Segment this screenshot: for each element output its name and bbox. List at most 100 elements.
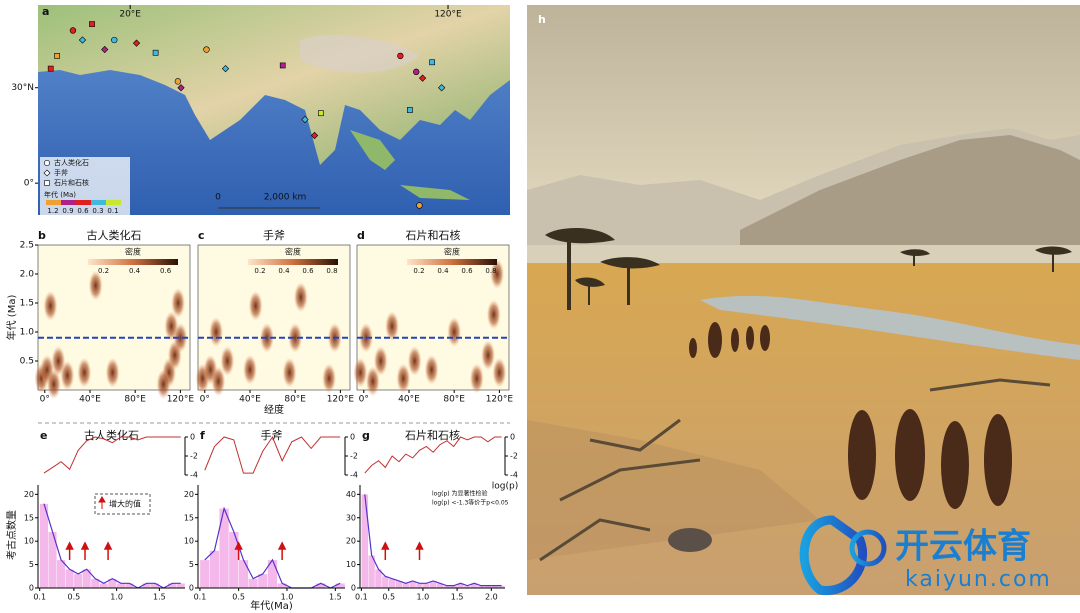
bar (238, 559, 249, 589)
colorbar-tick-label: 0.4 (278, 267, 290, 275)
note: log(p) <-1.3等价于p<0.05 (432, 499, 509, 507)
y-tick-label: 10 (24, 537, 34, 546)
increase-arrow (277, 541, 287, 560)
panel-title: 手斧 (261, 428, 283, 442)
panel-letter: g (362, 429, 370, 442)
legend-arrow (98, 496, 106, 509)
x-tick-label: 1.0 (110, 593, 123, 602)
bar (116, 583, 126, 589)
density-blob (293, 282, 308, 313)
bar (415, 583, 424, 589)
y-tick-label: 15 (184, 513, 194, 522)
panel-letter: e (40, 429, 47, 442)
density-blob (209, 317, 224, 347)
bar (167, 583, 177, 589)
density-blob (242, 354, 257, 385)
legend-label: 手斧 (54, 168, 68, 177)
x-tick-label: 2.0 (485, 593, 498, 602)
density-blob (486, 299, 501, 330)
bar (199, 559, 210, 589)
density-blob (220, 346, 235, 376)
site-marker (47, 65, 54, 72)
x-tick-label: 40°E (79, 395, 101, 405)
site-marker (54, 53, 60, 59)
scalebar-label: 0 (215, 193, 221, 203)
y2-tick-label: -2 (350, 452, 358, 461)
y2-tick-label: -2 (190, 452, 198, 461)
colorbar-tick-label: 0.8 (326, 267, 337, 275)
y-tick-label: 0 (351, 584, 356, 593)
y2-tick-label: -2 (510, 452, 518, 461)
y-tick-label: 2.0 (20, 270, 35, 280)
colorbar-tick-label: 0.2 (98, 267, 109, 275)
site-marker (407, 107, 413, 113)
panel-title: 石片和石核 (405, 428, 460, 442)
site-marker (413, 68, 420, 75)
panel-title: 古人类化石 (84, 428, 139, 442)
density-blob (322, 363, 337, 394)
bar (176, 583, 186, 589)
x-axis-label: 年代(Ma) (250, 599, 293, 612)
y-tick-label: 0 (29, 584, 34, 593)
y-tick-label: 1.0 (20, 328, 35, 338)
y2-axis-label: log(p) (492, 482, 518, 492)
density-blob (211, 366, 226, 397)
bar (402, 583, 410, 589)
y-tick-label: 10 (346, 560, 356, 569)
x-tick-label: 20°E (119, 10, 141, 20)
density-blob (282, 357, 297, 388)
scalebar-label: 2,000 km (264, 193, 307, 203)
bar (73, 573, 83, 589)
density-blob (88, 270, 103, 301)
y-tick-label: 20 (24, 490, 34, 499)
age-color (46, 200, 61, 205)
site-marker (44, 180, 50, 186)
site-marker (221, 65, 230, 73)
x-tick-label: 1.5 (329, 593, 342, 602)
site-marker (318, 110, 324, 117)
colorbar-tick-label: 0.6 (160, 267, 172, 275)
legend-label: 增大的值 (109, 499, 141, 509)
bar-outline (364, 494, 502, 587)
age-tick-label: 0.6 (77, 207, 89, 215)
logp-line (43, 436, 181, 474)
bar-outline (43, 503, 181, 589)
increase-arrow (103, 541, 113, 560)
x-tick-label: 0° (200, 395, 210, 405)
density-blob (424, 354, 439, 385)
age-tick-label: 1.2 (47, 207, 58, 215)
panel-letter: f (200, 429, 205, 442)
site-marker (203, 46, 210, 53)
x-tick-label: 1.5 (451, 593, 464, 602)
y2-tick-label: 0 (350, 433, 355, 442)
colorbar-tick-label: 0.6 (302, 267, 314, 275)
increase-arrow (65, 541, 74, 560)
colorbar-tick-label: 0.4 (129, 267, 141, 275)
y-tick-label: 0° (24, 179, 34, 189)
age-tick-label: 0.3 (92, 207, 103, 215)
bar (381, 576, 389, 589)
x-tick-label: 0.5 (232, 593, 245, 602)
x-tick-label: 80°E (124, 395, 146, 405)
y-tick-label: 20 (184, 490, 194, 499)
density-blob (490, 259, 505, 289)
density-blob (447, 317, 462, 347)
panel-letter: d (357, 229, 365, 242)
y-tick-label: 2.5 (20, 241, 34, 251)
x-tick-label: 120°E (486, 395, 514, 405)
bar (150, 583, 160, 589)
site-marker (78, 36, 87, 44)
age-tick-label: 0.9 (62, 207, 73, 215)
density-blob (173, 322, 188, 353)
site-marker (43, 160, 50, 167)
site-marker (174, 78, 182, 85)
density-blob (105, 357, 120, 388)
increase-arrow (234, 541, 243, 560)
density-blob (288, 322, 303, 353)
x-tick-label: 40°E (239, 395, 261, 405)
x-axis-label: 经度 (264, 403, 284, 416)
note: log(p) 为显著性检验 (432, 490, 488, 498)
increase-arrow (415, 541, 424, 560)
